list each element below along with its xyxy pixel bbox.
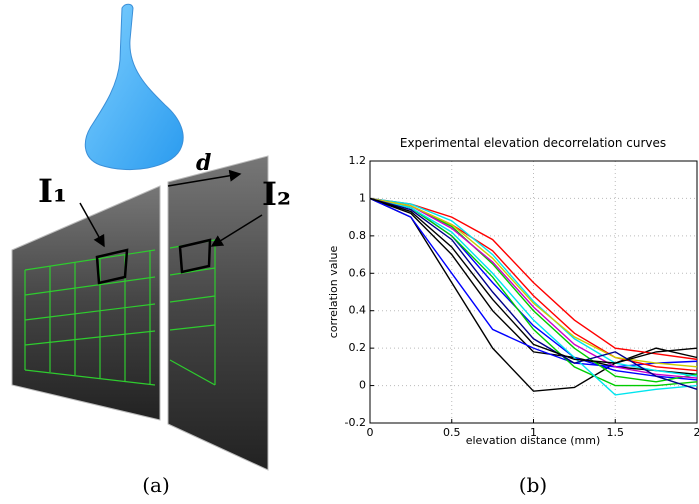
probe [84, 3, 184, 171]
data-line [369, 197, 698, 390]
image-1-label: I₁ [38, 172, 67, 210]
arrow-1 [79, 202, 105, 248]
data-line [369, 197, 698, 376]
data-line [369, 197, 698, 368]
plot-frame [369, 160, 698, 424]
distance-arrow [167, 169, 242, 187]
y-tick-label: 0.6 [349, 266, 367, 279]
y-tick-label: 0.8 [349, 229, 367, 242]
y-tick-label: 1.2 [349, 154, 367, 167]
y-tick-label: 0 [359, 379, 366, 392]
data-line [369, 197, 698, 361]
arrow-2 [210, 214, 263, 247]
data-line [369, 197, 698, 392]
chart: Experimental elevation decorrelation cur… [327, 136, 699, 447]
ultrasound-slab-2 [167, 155, 269, 471]
data-line [369, 197, 698, 364]
data-line [369, 197, 698, 387]
data-line [369, 197, 698, 396]
x-tick-label: 1 [530, 426, 537, 439]
illustration: d I₁ I₂ [11, 3, 291, 471]
x-tick-label: 1.5 [607, 426, 625, 439]
x-tick-label: 2 [694, 426, 699, 439]
panel-label: (a) [142, 473, 170, 497]
y-tick-label: 0.2 [349, 341, 367, 354]
ultrasound-slab-1 [11, 185, 161, 421]
image-2-label: I₂ [262, 175, 291, 213]
patch-1 [95, 248, 129, 285]
data-line [369, 197, 698, 379]
y-tick-label: -0.2 [345, 416, 366, 429]
chart-title: Experimental elevation decorrelation cur… [400, 136, 666, 150]
panel-label: (b) [519, 473, 547, 497]
x-tick-label: 0.5 [443, 426, 461, 439]
x-tick-label: 0 [367, 426, 374, 439]
distance-label: d [196, 150, 211, 176]
patch-2 [178, 238, 212, 274]
y-axis-label: correlation value [327, 245, 340, 338]
x-axis-label: elevation distance (mm) [466, 434, 601, 447]
y-tick-label: 1 [359, 191, 366, 204]
y-tick-label: 0.4 [349, 304, 367, 317]
